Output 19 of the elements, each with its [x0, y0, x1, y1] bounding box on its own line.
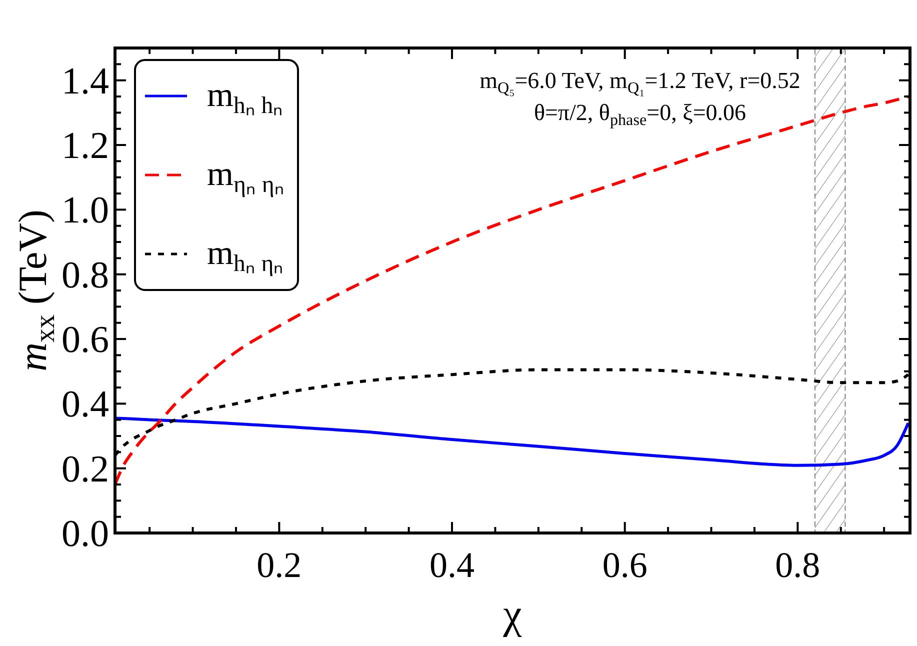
y-tick-label: 0.4	[62, 384, 109, 426]
x-tick-label: 0.2	[256, 545, 302, 585]
legend-label: m$_{hₙ hₙ}$	[207, 77, 284, 120]
x-tick-label: 0.6	[602, 545, 648, 585]
y-tick-label: 1.4	[62, 60, 109, 102]
y-tick-label: 1.2	[62, 125, 109, 167]
legend-label: m$_{hₙ ηₙ}$	[207, 235, 284, 278]
x-axis-title: χ	[502, 592, 522, 638]
y-tick-label: 0.6	[62, 319, 109, 361]
legend-label: m$_{ηₙ ηₙ}$	[207, 156, 284, 198]
y-tick-label: 0.2	[62, 448, 109, 490]
line-series	[115, 416, 910, 467]
annotation: θ=π/2, θ$_{phase}$=0, ξ=0.06	[534, 100, 746, 129]
y-tick-label: 0.0	[62, 513, 109, 555]
y-tick-label: 0.8	[62, 254, 109, 296]
x-tick-label: 0.8	[775, 545, 820, 585]
y-tick-label: 1.0	[62, 190, 109, 232]
x-tick-label: 0.4	[430, 545, 475, 585]
annotation: m$_{Q₅}$=6.0 TeV, m$_{Q₁}$=1.2 TeV, r=0.52	[480, 68, 800, 97]
